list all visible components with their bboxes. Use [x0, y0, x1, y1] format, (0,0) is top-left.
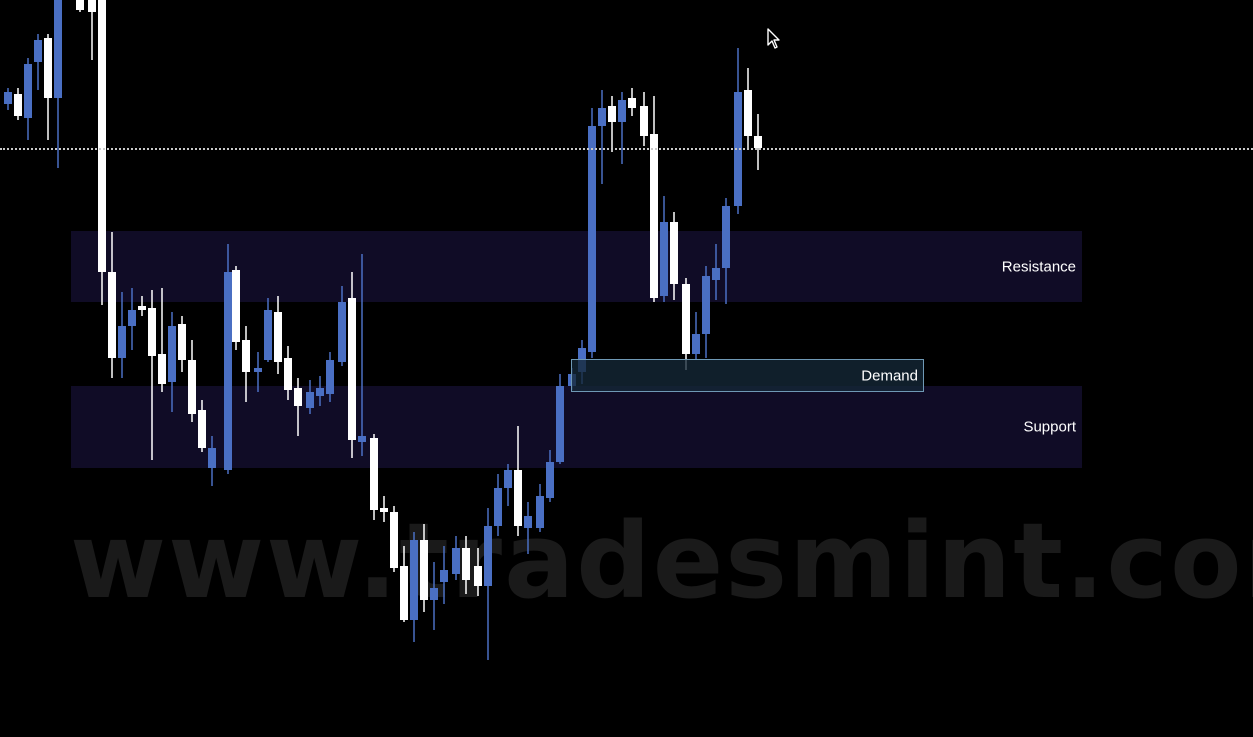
candle-body-bullish: [188, 360, 196, 414]
candle-body-bearish: [536, 496, 544, 528]
candle-body-bullish: [754, 136, 762, 148]
candle-body-bullish: [158, 354, 166, 384]
candle-body-bearish: [494, 488, 502, 526]
candle-body-bullish: [178, 324, 186, 360]
candle-body-bullish: [148, 308, 156, 356]
candle-body-bullish: [44, 38, 52, 98]
candle-body-bullish: [474, 566, 482, 586]
mouse-cursor-icon: [767, 28, 780, 49]
candle-body-bullish: [284, 358, 292, 390]
candle-body-bullish: [608, 106, 616, 122]
candle-body-bearish: [524, 516, 532, 528]
candle-body-bullish: [242, 340, 250, 372]
candle-body-bullish: [232, 270, 240, 342]
candle-body-bullish: [76, 0, 84, 10]
current-price-line[interactable]: [0, 148, 1253, 150]
candle-body-bearish: [208, 448, 216, 468]
candle-body-bullish: [462, 548, 470, 580]
candle-body-bearish: [452, 548, 460, 574]
candle-body-bearish: [358, 436, 366, 442]
candle-body-bearish: [338, 302, 346, 362]
candle-body-bullish: [420, 540, 428, 600]
candle-body-bearish: [588, 126, 596, 352]
candle-body-bullish: [108, 272, 116, 358]
support-label: Support: [1023, 418, 1076, 436]
candle-body-bearish: [618, 100, 626, 122]
candle-body-bearish: [504, 470, 512, 488]
candle-body-bearish: [702, 276, 710, 334]
candle-body-bearish: [722, 206, 730, 268]
candle-body-bearish: [34, 40, 42, 62]
support-zone[interactable]: Support: [71, 386, 1082, 468]
candle-body-bearish: [430, 588, 438, 600]
candle-body-bullish: [294, 388, 302, 406]
candle-body-bearish: [24, 64, 32, 118]
candle-body-bullish: [640, 106, 648, 136]
candle-body-bearish: [128, 310, 136, 326]
candle-body-bearish: [660, 222, 668, 296]
candle-body-bearish: [440, 570, 448, 582]
candle-body-bearish: [546, 462, 554, 498]
candle-body-bullish: [650, 134, 658, 298]
candle-body-bearish: [306, 392, 314, 408]
candle-body-bearish: [598, 108, 606, 126]
candle-body-bearish: [118, 326, 126, 358]
candle-body-bullish: [14, 94, 22, 116]
candle-body-bullish: [98, 0, 106, 272]
demand-label: Demand: [861, 367, 918, 384]
watermark-text: www.tradesmint.com: [70, 500, 1253, 622]
demand-zone[interactable]: Demand: [571, 359, 924, 392]
candle-body-bullish: [138, 306, 146, 310]
candle-body-bullish: [628, 98, 636, 108]
candle-body-bearish: [326, 360, 334, 394]
resistance-label: Resistance: [1001, 258, 1076, 275]
candle-body-bullish: [400, 566, 408, 620]
candle-body-bearish: [264, 310, 272, 360]
candle-body-bullish: [380, 508, 388, 512]
candle-body-bearish: [484, 526, 492, 586]
candle-body-bullish: [370, 438, 378, 510]
candle-body-bullish: [514, 470, 522, 526]
candle-body-bearish: [692, 334, 700, 354]
candle-body-bullish: [744, 90, 752, 136]
candle-body-bearish: [410, 540, 418, 620]
candle-body-bullish: [198, 410, 206, 448]
candle-body-bullish: [88, 0, 96, 12]
candle-body-bearish: [254, 368, 262, 372]
candle-body-bearish: [4, 92, 12, 104]
candle-body-bearish: [316, 388, 324, 396]
candle-body-bullish: [274, 312, 282, 362]
candle-body-bearish: [556, 386, 564, 462]
candle-body-bullish: [682, 284, 690, 354]
candle-body-bullish: [390, 512, 398, 568]
candle-body-bearish: [712, 268, 720, 280]
candle-body-bearish: [224, 272, 232, 470]
candle-body-bullish: [348, 298, 356, 440]
candle-body-bearish: [168, 326, 176, 382]
candle-body-bullish: [670, 222, 678, 284]
candle-body-bearish: [54, 0, 62, 98]
